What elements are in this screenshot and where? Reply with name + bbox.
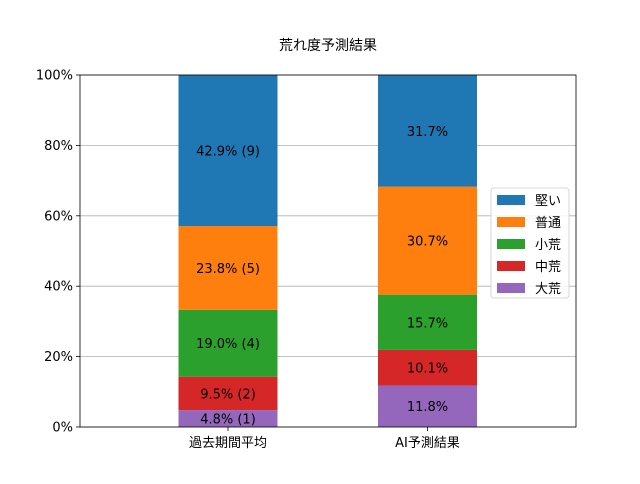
x-tick-label: 過去期間平均 <box>189 436 267 451</box>
y-tick-label: 100% <box>36 69 73 84</box>
legend-label: 堅い <box>535 194 561 209</box>
legend-swatch <box>497 217 525 227</box>
legend-swatch <box>497 195 525 205</box>
data-label: 31.7% <box>407 125 448 140</box>
y-tick-label: 0% <box>52 421 73 436</box>
data-label: 23.8% (5) <box>196 262 260 277</box>
data-label: 4.8% (1) <box>200 413 256 428</box>
bar-segment <box>378 186 477 295</box>
bar-segment <box>178 376 278 411</box>
legend-swatch <box>497 239 525 249</box>
data-label: 30.7% <box>407 235 448 250</box>
bar-segment <box>178 309 278 377</box>
bar-segment <box>178 410 278 427</box>
data-label: 10.1% <box>407 362 448 377</box>
y-tick-label: 60% <box>44 209 73 224</box>
y-tick-label: 20% <box>44 350 73 365</box>
data-label: 15.7% <box>407 316 448 331</box>
chart-title: 荒れ度予測結果 <box>279 38 377 54</box>
legend-label: 小荒 <box>535 238 561 253</box>
legend-label: 中荒 <box>535 260 561 275</box>
legend-label: 普通 <box>535 216 561 231</box>
data-label: 9.5% (2) <box>200 387 256 402</box>
bar-segment <box>378 75 477 187</box>
y-tick-label: 40% <box>44 280 73 295</box>
legend-swatch <box>497 261 525 271</box>
plot-frame <box>79 74 577 428</box>
x-tick-label: AI予測結果 <box>395 436 460 451</box>
data-label: 19.0% (4) <box>196 337 260 352</box>
data-label: 11.8% <box>407 400 448 415</box>
bar-segment <box>178 226 278 310</box>
bar-segment <box>178 75 278 227</box>
bar-segment <box>378 294 477 350</box>
y-tick-label: 80% <box>44 139 73 154</box>
bar-segment <box>378 349 477 386</box>
legend-swatch <box>497 283 525 293</box>
bar-segment <box>378 385 477 427</box>
data-label: 42.9% (9) <box>196 145 260 160</box>
legend-label: 大荒 <box>535 282 561 297</box>
